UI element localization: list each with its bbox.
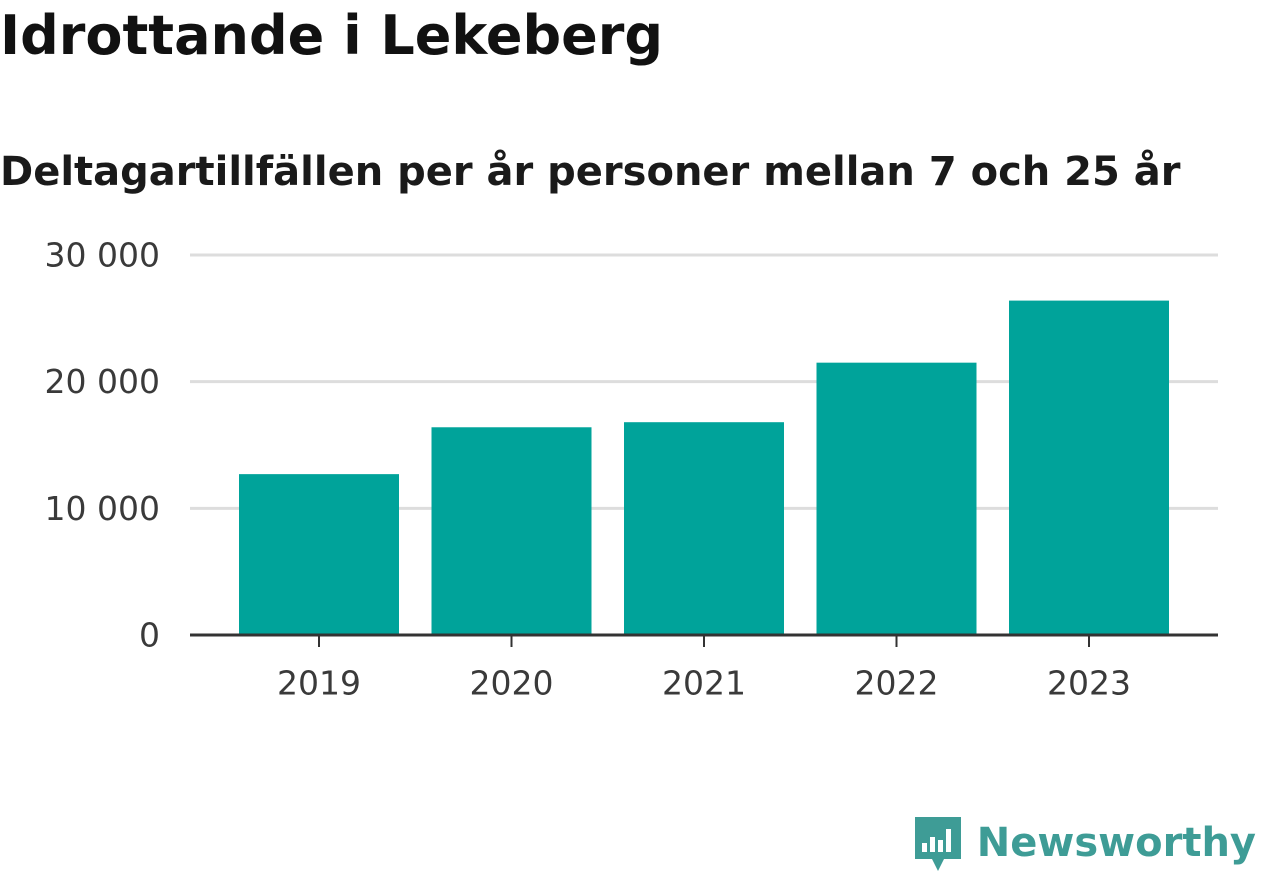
- x-tick-label: 2019: [277, 664, 361, 703]
- bar-2022: [816, 362, 977, 635]
- bar-2023: [1009, 300, 1169, 635]
- y-tick-label: 20 000: [45, 362, 160, 401]
- bar-2021: [624, 422, 784, 635]
- axes: 0 10 000 20 000 30 000 2019 2020 2021 2022 2023: [45, 236, 1218, 703]
- y-tick-label: 10 000: [45, 489, 160, 528]
- x-tick-label: 2023: [1047, 664, 1131, 703]
- bars: [239, 300, 1169, 635]
- y-tick-label: 0: [139, 616, 160, 655]
- x-tick-label: 2021: [662, 664, 746, 703]
- y-tick-label: 30 000: [45, 236, 160, 275]
- x-tick-label: 2022: [855, 664, 939, 703]
- bar-2020: [431, 427, 592, 635]
- chart-subtitle: Deltagartillfällen per år personer mella…: [0, 149, 1181, 195]
- newsworthy-logo-icon: [914, 817, 961, 871]
- x-tick-label: 2020: [470, 664, 554, 703]
- bar-2019: [239, 474, 399, 635]
- brand-logo: Newsworthy: [913, 815, 1256, 873]
- chart-title: Idrottande i Lekeberg: [0, 4, 664, 67]
- brand-name: Newsworthy: [976, 820, 1256, 866]
